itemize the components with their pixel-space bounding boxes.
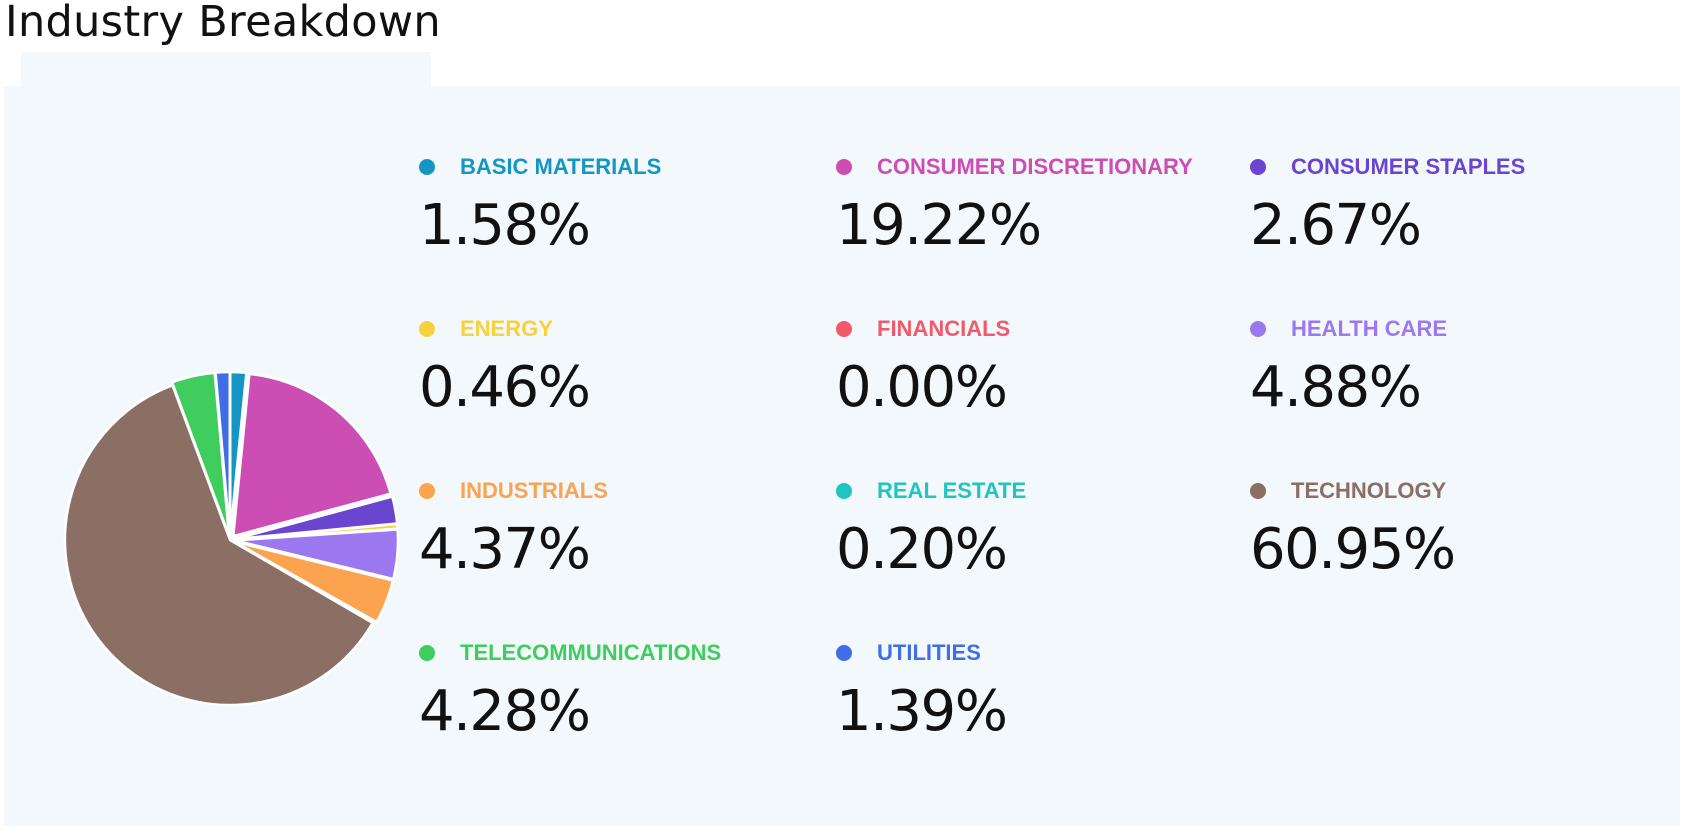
legend-dot-icon: [836, 321, 852, 337]
legend-dot-icon: [836, 645, 852, 661]
page-title: Industry Breakdown: [5, 0, 441, 47]
legend-item-consumer-staples[interactable]: CONSUMER STAPLES 2.67%: [1250, 152, 1640, 292]
legend-item-consumer-discretionary[interactable]: CONSUMER DISCRETIONARY 19.22%: [836, 152, 1226, 292]
legend-dot-icon: [419, 645, 435, 661]
legend-dot-icon: [1250, 159, 1266, 175]
legend-item-health-care[interactable]: HEALTH CARE 4.88%: [1250, 314, 1640, 454]
legend-dot-icon: [836, 483, 852, 499]
legend-item-telecommunications[interactable]: TELECOMMUNICATIONS 4.28%: [419, 638, 809, 778]
legend-label: REAL ESTATE: [877, 478, 1027, 503]
legend-header: FINANCIALS: [836, 314, 1010, 344]
legend-value: 4.28%: [419, 679, 591, 744]
panel-tab: [21, 52, 431, 88]
industry-breakdown-panel: BASIC MATERIALS 1.58% CONSUMER DISCRETIONA…: [4, 86, 1680, 826]
legend-label: FINANCIALS: [877, 316, 1011, 341]
legend-header: UTILITIES: [836, 638, 981, 668]
legend-label: CONSUMER DISCRETIONARY: [877, 154, 1193, 179]
pie-slice-technology[interactable]: [63, 384, 374, 707]
legend-value: 60.95%: [1250, 517, 1456, 582]
legend-dot-icon: [419, 321, 435, 337]
legend-header: ENERGY: [419, 314, 553, 344]
legend-item-financials[interactable]: FINANCIALS 0.00%: [836, 314, 1226, 454]
legend-item-industrials[interactable]: INDUSTRIALS 4.37%: [419, 476, 809, 616]
legend-dot-icon: [1250, 483, 1266, 499]
legend-item-energy[interactable]: ENERGY 0.46%: [419, 314, 809, 454]
legend-label: INDUSTRIALS: [460, 478, 608, 503]
legend-dot-icon: [1250, 321, 1266, 337]
legend-value: 0.46%: [419, 355, 591, 420]
legend-label: HEALTH CARE: [1291, 316, 1448, 341]
legend-value: 4.88%: [1250, 355, 1422, 420]
legend-label: BASIC MATERIALS: [460, 154, 662, 179]
legend-value: 0.00%: [836, 355, 1008, 420]
legend-dot-icon: [419, 159, 435, 175]
legend-value: 19.22%: [836, 193, 1042, 258]
legend-label: UTILITIES: [877, 640, 981, 665]
legend-dot-icon: [419, 483, 435, 499]
legend-header: CONSUMER STAPLES: [1250, 152, 1525, 182]
legend-dot-icon: [836, 159, 852, 175]
legend-header: TECHNOLOGY: [1250, 476, 1446, 506]
pie-slice-utilities[interactable]: [214, 370, 232, 537]
legend-header: REAL ESTATE: [836, 476, 1026, 506]
pie-slice-consumer-discretionary[interactable]: [231, 372, 392, 538]
legend-header: HEALTH CARE: [1250, 314, 1447, 344]
legend-label: ENERGY: [460, 316, 553, 341]
pie-slice-health-care[interactable]: [233, 528, 400, 581]
legend-value: 4.37%: [419, 517, 591, 582]
legend-header: TELECOMMUNICATIONS: [419, 638, 721, 668]
legend-value: 0.20%: [836, 517, 1008, 582]
legend-label: TECHNOLOGY: [1291, 478, 1447, 503]
legend-header: INDUSTRIALS: [419, 476, 608, 506]
legend-value: 1.39%: [836, 679, 1008, 744]
legend-item-basic-materials[interactable]: BASIC MATERIALS 1.58%: [419, 152, 809, 292]
industry-pie-chart: [63, 370, 400, 707]
legend-item-technology[interactable]: TECHNOLOGY 60.95%: [1250, 476, 1640, 616]
legend-value: 2.67%: [1250, 193, 1422, 258]
legend-header: CONSUMER DISCRETIONARY: [836, 152, 1193, 182]
legend-label: CONSUMER STAPLES: [1291, 154, 1526, 179]
legend-item-real-estate[interactable]: REAL ESTATE 0.20%: [836, 476, 1226, 616]
legend-item-utilities[interactable]: UTILITIES 1.39%: [836, 638, 1226, 778]
legend-header: BASIC MATERIALS: [419, 152, 661, 182]
legend-label: TELECOMMUNICATIONS: [460, 640, 722, 665]
legend-value: 1.58%: [419, 193, 591, 258]
